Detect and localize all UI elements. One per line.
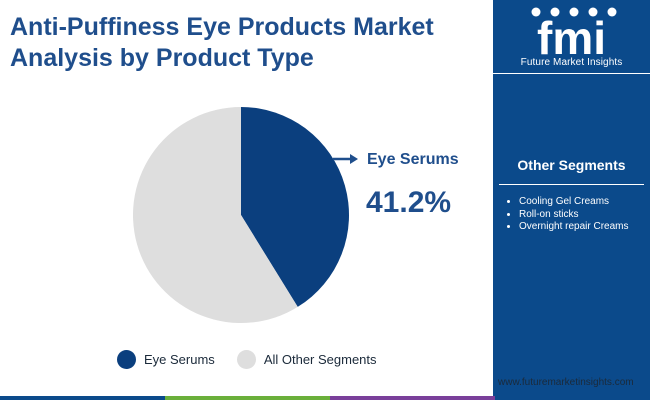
other-segments-list: Cooling Gel Creams Roll-on sticks Overni…	[499, 196, 650, 234]
sidebar-panel: fmi Future Market Insights Other Segment…	[493, 0, 650, 400]
pie-chart	[133, 107, 358, 323]
segment-item: Roll-on sticks	[519, 209, 650, 222]
pie-slice-eye-serums	[241, 107, 350, 307]
footer-stripe-1	[0, 396, 165, 400]
chart-title-line-2: Analysis by Product Type	[10, 44, 314, 72]
legend-label-eye-serums: Eye Serums	[144, 351, 215, 367]
other-segments-heading: Other Segments	[517, 157, 626, 173]
fmi-logo: fmi	[531, 7, 617, 64]
website-url: www.futuremarketinsights.com	[498, 377, 634, 388]
logo-icons	[531, 7, 617, 17]
legend-swatch-eye-serums	[117, 349, 136, 369]
chart-title-line-1: Anti-Puffiness Eye Products Market	[10, 13, 434, 41]
callout-arrow	[333, 154, 358, 164]
footer-stripe-2	[165, 396, 330, 400]
legend-item-other-segments: All Other Segments	[236, 349, 377, 369]
segment-item: Overnight repair Creams	[519, 221, 650, 234]
footer-stripe-4	[495, 396, 650, 400]
legend-label-other-segments: All Other Segments	[263, 351, 377, 367]
legend-swatch-other-segments	[236, 349, 256, 369]
logo-text: fmi	[537, 12, 606, 64]
legend: Eye Serums All Other Segments	[117, 349, 399, 369]
segment-item: Cooling Gel Creams	[519, 196, 650, 209]
footer-stripe-3	[330, 396, 495, 400]
chart-title: Anti-Puffiness Eye Products Market Analy…	[10, 12, 480, 74]
pie-slice-all-other-segments	[133, 107, 298, 323]
other-segments-divider	[499, 184, 644, 185]
sidebar-divider	[493, 73, 650, 74]
pie-slices	[133, 107, 350, 323]
callout-label: Eye Serums	[367, 151, 459, 168]
callout-value: 41.2%	[366, 186, 452, 219]
brand-name: Future Market Insights	[520, 57, 623, 68]
legend-item-eye-serums: Eye Serums	[117, 349, 215, 369]
